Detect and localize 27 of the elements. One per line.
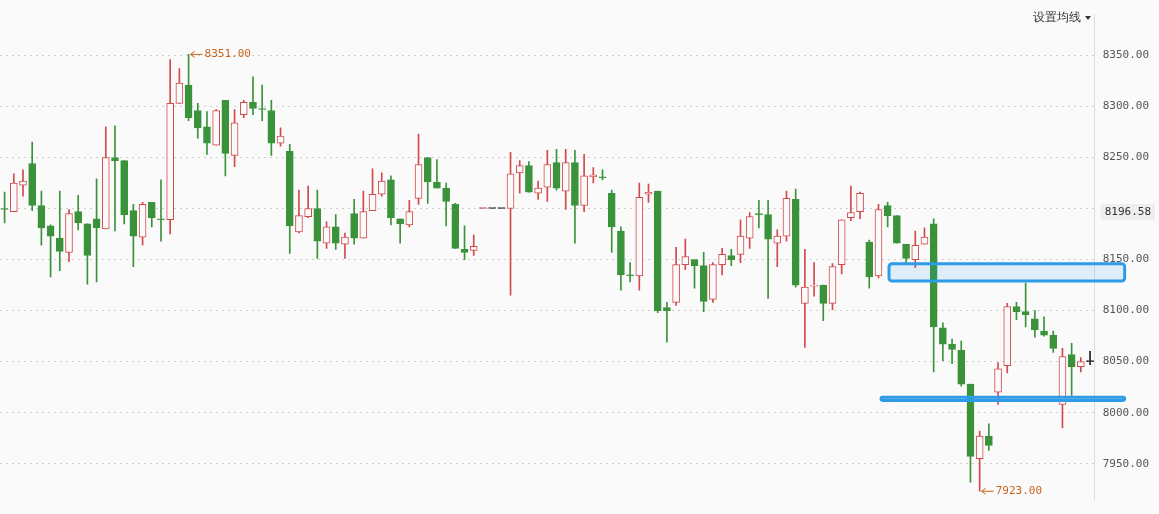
text: 8196.58 (1104, 204, 1151, 218)
annotation: 8351.00 (204, 47, 251, 61)
candlestick (626, 262, 634, 283)
candlestick (111, 125, 119, 232)
y-tick-label: 8250.00 (1102, 150, 1149, 164)
candlestick (764, 200, 772, 299)
y-tick-label: 8150.00 (1102, 252, 1149, 266)
annotation: 设置均线 (1033, 9, 1081, 26)
candlestick (663, 302, 671, 343)
candlestick (801, 249, 809, 348)
candlestick (847, 185, 855, 222)
y-tick-label: 8050.00 (1102, 354, 1149, 368)
candlestick (396, 218, 404, 244)
candlestick (948, 338, 956, 364)
candlestick (810, 262, 818, 297)
y-tick-label: 8300.00 (1102, 99, 1149, 113)
candlestick (157, 179, 165, 242)
annotation: 7923.00 (995, 484, 1043, 498)
candlestick (55, 190, 64, 272)
candlestick (249, 76, 257, 115)
candlestick (773, 229, 782, 268)
y-tick-label: 8350.00 (1102, 48, 1149, 62)
y-tick-label: 7950.00 (1102, 456, 1149, 470)
candlestick (469, 234, 478, 256)
candlestick (515, 160, 524, 194)
y-tick-label: 8000.00 (1102, 405, 1149, 419)
y-tick-label: 8100.00 (1102, 303, 1149, 317)
